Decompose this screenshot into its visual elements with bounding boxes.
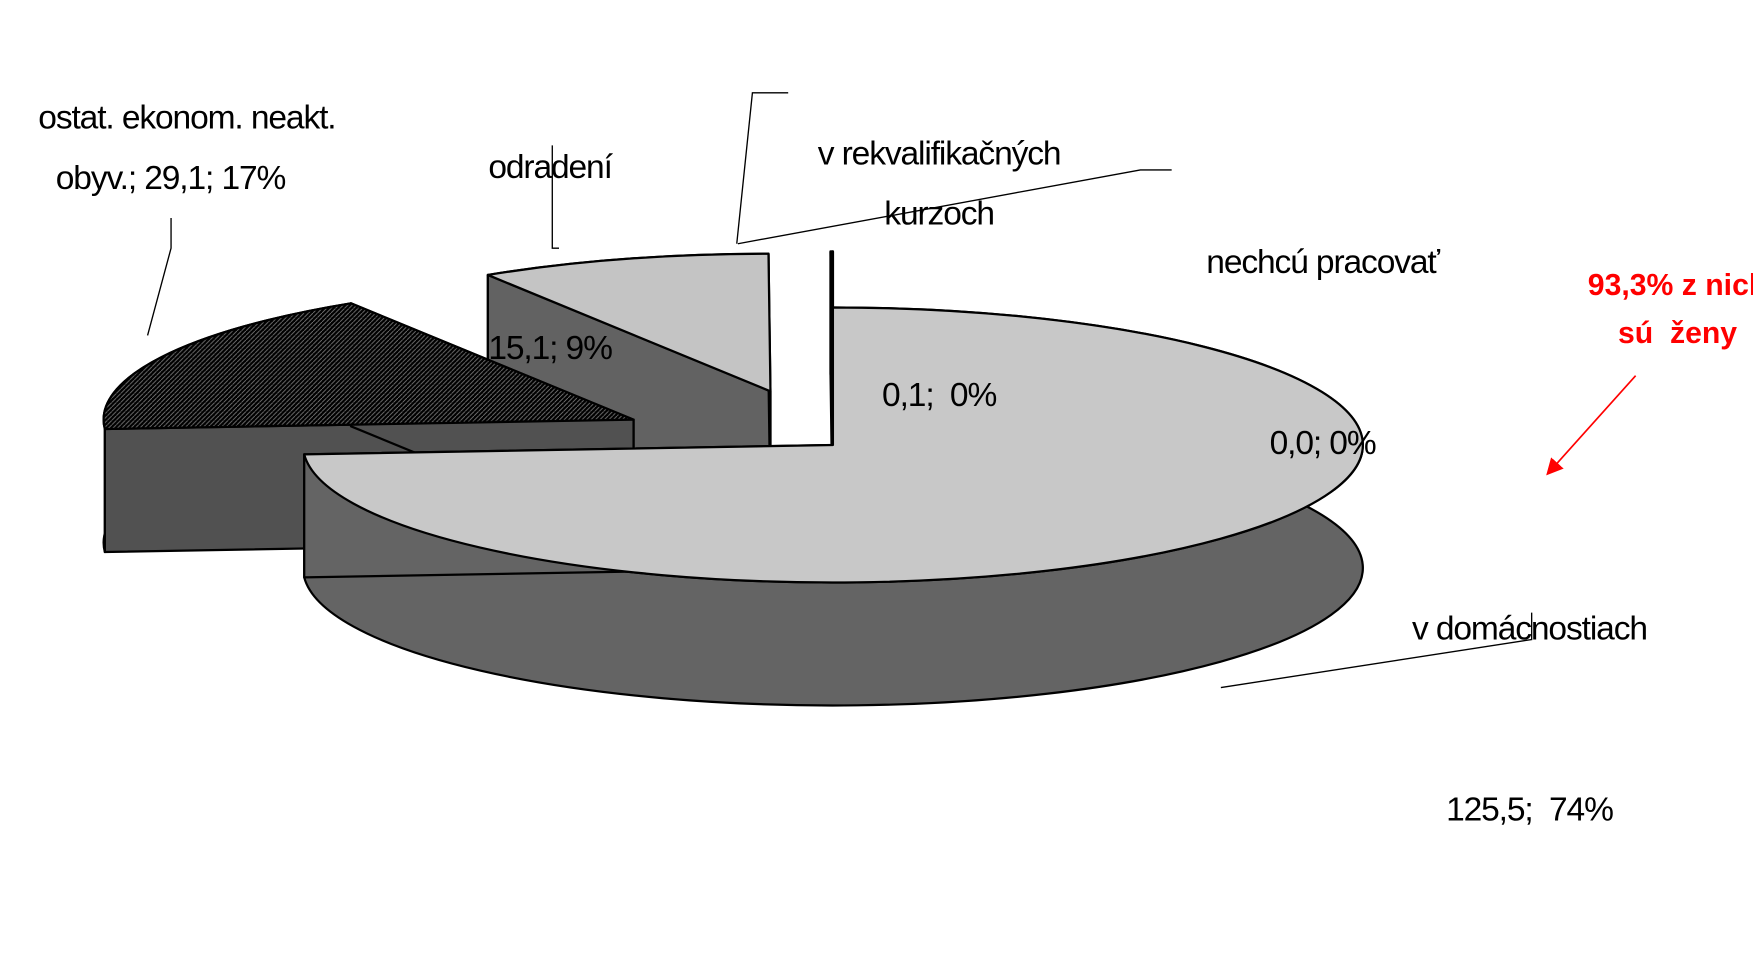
pie-chart <box>102 92 1637 707</box>
label: odradení 15,1; 9% <box>438 17 662 500</box>
value-label: 29,1; 17% <box>144 159 286 197</box>
label: v rekvalifikačných kurzoch 0,1; 0% <box>777 3 1101 546</box>
leader-line <box>737 169 1172 245</box>
category-label: ostat. ekonom. neakt. obyv.; <box>38 99 344 197</box>
slice <box>102 302 635 431</box>
chart: ostat. ekonom. neakt. obyv.; 29,1; 17% o… <box>0 3 1753 828</box>
category-label: nechcú pracovať <box>1206 243 1440 281</box>
value-label: 0,0; 0% <box>1269 424 1377 462</box>
annotation-arrow <box>1546 375 1637 476</box>
value-label: 125,5; 74% <box>1446 791 1614 829</box>
value-label: 15,1; 9% <box>488 329 613 367</box>
label: nechcú pracovať 0,0; 0% <box>1166 112 1479 595</box>
leader-line <box>1220 612 1533 689</box>
label: v domácnostiach 125,5; 74% <box>1373 479 1686 961</box>
value-label: 0,1; 0% <box>882 376 997 414</box>
annotation: 93,3% z nich sú ženy <box>1587 268 1753 350</box>
page: ostat. ekonom. neakt. obyv.; 29,1; 17% o… <box>0 3 1753 829</box>
slice <box>486 252 772 393</box>
category-label: odradení <box>488 148 613 186</box>
leader-line <box>551 145 560 249</box>
category-label: v domácnostiach <box>1411 610 1648 648</box>
category-label: v rekvalifikačných kurzoch <box>817 135 1069 233</box>
label: ostat. ekonom. neakt. obyv.; 29,1; 17% <box>0 28 341 269</box>
leader-line <box>736 92 789 244</box>
slice <box>303 306 1364 584</box>
leader-lines <box>146 92 1533 689</box>
leader-line <box>146 218 172 336</box>
